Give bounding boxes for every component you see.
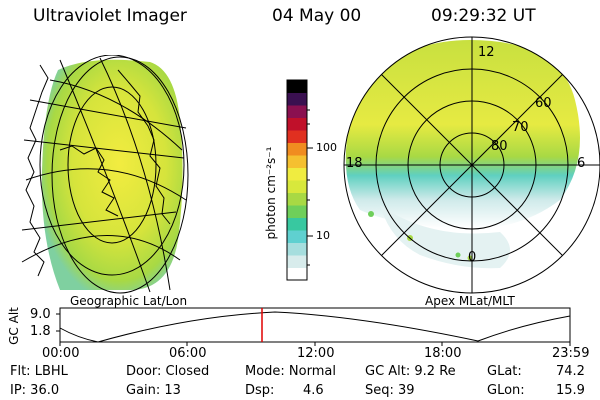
colorbar-segment xyxy=(287,205,307,218)
colorbar-segment xyxy=(287,142,307,156)
geo-coastline-inner xyxy=(59,145,119,217)
info-glat-label: GLat: xyxy=(487,364,522,379)
info-dsp-value: 4.6 xyxy=(303,383,324,398)
gc-alt-xtick-1200: 12:00 xyxy=(297,346,335,361)
info-mode: Mode: Normal xyxy=(245,364,336,379)
mlat-label-60: 60 xyxy=(535,96,552,111)
gc-alt-xtick-2359: 23:59 xyxy=(552,346,590,361)
colorbar xyxy=(286,79,313,281)
apex-spot xyxy=(467,255,473,261)
gc-alt-ticks xyxy=(56,313,571,346)
colorbar-segment xyxy=(287,80,307,93)
time-label: 09:29:32 UT xyxy=(431,6,536,26)
mlt-label-12: 12 xyxy=(478,45,495,60)
colorbar-ticks xyxy=(307,109,313,266)
info-door: Door: Closed xyxy=(126,364,210,379)
apex-image-panel xyxy=(343,36,600,294)
mlt-label-6: 6 xyxy=(577,156,586,171)
colorbar-segment xyxy=(287,130,307,143)
gc-alt-curve xyxy=(59,311,571,343)
colorbar-segment xyxy=(287,217,307,231)
info-dsp-label: Dsp: xyxy=(245,383,275,398)
info-flt: Flt: LBHL xyxy=(10,364,68,379)
geographic-image-panel xyxy=(21,55,189,294)
geo-coastline-center xyxy=(117,69,171,225)
info-gain: Gain: 13 xyxy=(126,383,181,398)
colorbar-segment xyxy=(287,255,307,268)
info-glon-label: GLon: xyxy=(487,383,525,398)
gc-alt-xtick-0600: 06:00 xyxy=(169,346,207,361)
gc-alt-axis-label: GC Alt xyxy=(7,307,21,345)
info-glat-value: 74.2 xyxy=(556,364,585,379)
apex-spot xyxy=(368,211,374,217)
apex-grid xyxy=(343,36,600,294)
info-gcalt: GC Alt: 9.2 Re xyxy=(365,364,456,379)
info-glon-value: 15.9 xyxy=(556,383,585,398)
info-ip: IP: 36.0 xyxy=(10,383,60,398)
colorbar-unit-label: photon cm⁻²s⁻¹ xyxy=(264,146,278,240)
mlat-label-70: 70 xyxy=(512,120,529,135)
mlt-label-0: 0 xyxy=(468,250,477,265)
instrument-title: Ultraviolet Imager xyxy=(33,6,187,26)
geo-limb xyxy=(51,56,189,294)
colorbar-tick-10: 10 xyxy=(316,229,330,242)
apex-diffuse-region xyxy=(380,205,510,269)
geo-caption: Geographic Lat/Lon xyxy=(70,294,188,308)
colorbar-segment xyxy=(287,180,307,193)
colorbar-segment xyxy=(287,117,307,131)
colorbar-segment xyxy=(287,230,307,243)
colorbar-segment xyxy=(287,242,307,256)
mlat-label-80: 80 xyxy=(491,139,508,154)
colorbar-segment xyxy=(287,167,307,181)
gc-alt-xtick-0000: 00:00 xyxy=(42,346,80,361)
gc-alt-plot xyxy=(56,307,571,346)
gc-alt-xtick-1800: 18:00 xyxy=(424,346,462,361)
geo-emission-disk xyxy=(41,59,183,290)
colorbar-tick-100: 100 xyxy=(316,141,337,154)
apex-caption: Apex MLat/MLT xyxy=(425,294,515,308)
colorbar-segment xyxy=(287,105,307,118)
date-label: 04 May 00 xyxy=(272,6,362,26)
colorbar-segment xyxy=(287,192,307,206)
apex-spot xyxy=(455,252,461,258)
mlt-label-18: 18 xyxy=(346,156,363,171)
geo-coastline-left xyxy=(25,64,49,277)
colorbar-segment xyxy=(287,92,307,106)
gc-alt-ytick-1-8: 1.8 xyxy=(30,324,51,339)
colorbar-segment xyxy=(287,267,307,281)
gc-alt-ytick-9: 9.0 xyxy=(30,307,51,322)
colorbar-segment xyxy=(287,155,307,168)
info-seq: Seq: 39 xyxy=(365,383,415,398)
